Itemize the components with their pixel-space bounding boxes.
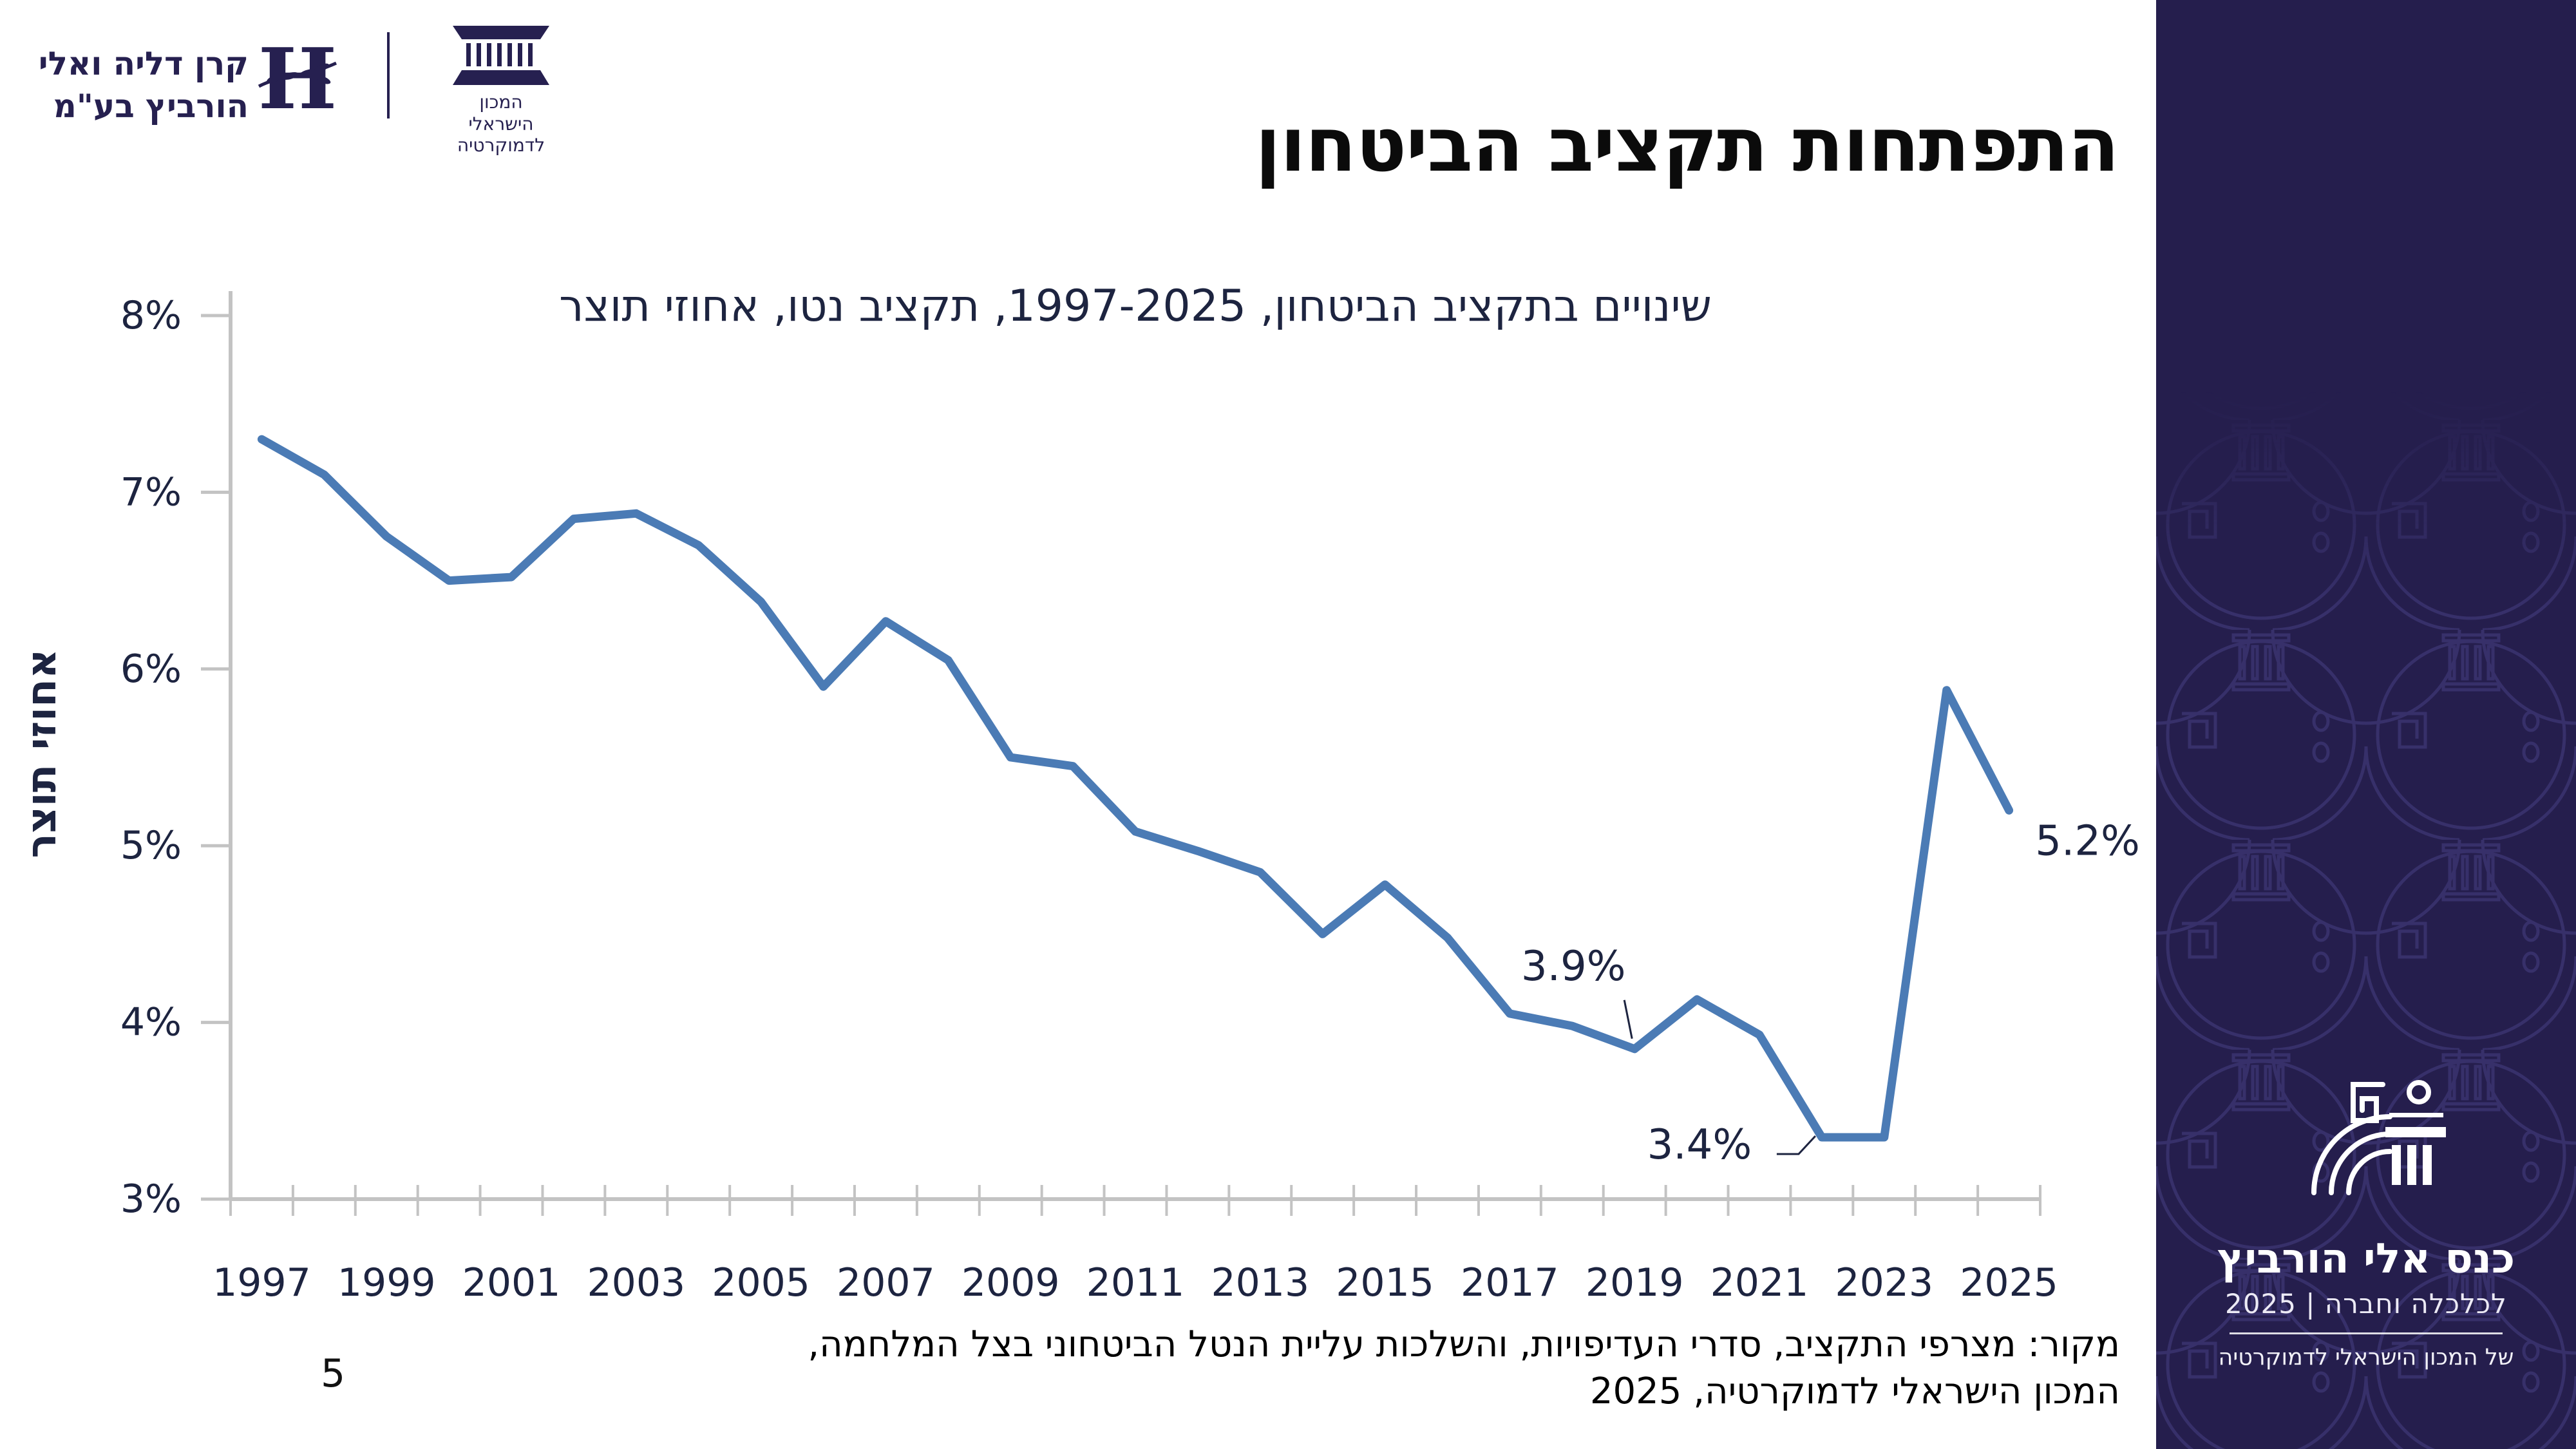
conference-subtitle: לכלכלה וחברה | 2025	[2225, 1288, 2507, 1320]
conference-emblem-icon	[2311, 1080, 2446, 1195]
page-title: התפתחות תקציב הביטחון	[1255, 102, 2119, 189]
hurvitz-h-monogram-icon: H	[258, 33, 337, 122]
y-tick-label: 3%	[120, 1177, 182, 1222]
x-tick-label: 2007	[837, 1260, 935, 1305]
idi-logo: המכון הישראלי לדמוקרטיה	[451, 26, 551, 156]
annotation-label: 3.4%	[1647, 1121, 1752, 1169]
foundation-logo-text: קרן דליה ואלי הורביץ בע"מ	[8, 43, 249, 128]
y-tick-label: 5%	[120, 823, 182, 868]
x-tick-label: 2013	[1211, 1260, 1309, 1305]
x-tick-label: 1997	[213, 1260, 311, 1305]
idi-column-icon	[453, 26, 549, 85]
conference-title: כנס אלי הורביץ	[2217, 1235, 2515, 1283]
source-note: מקור: מצרפי התקציב, סדרי העדיפויות, והשל…	[580, 1321, 2120, 1416]
conference-logo: כנס אלי הורביץ לכלכלה וחברה | 2025 של המ…	[2156, 1077, 2576, 1370]
x-tick-label: 2025	[1960, 1260, 2058, 1305]
chart-subtitle: שינויים בתקציב הביטחון, 1997-2025, תקציב…	[559, 281, 1712, 332]
emblem-maze-icon	[2351, 1082, 2385, 1123]
x-tick-label: 2011	[1086, 1260, 1185, 1305]
x-tick-label: 2019	[1586, 1260, 1684, 1305]
olive-branch-icon	[258, 61, 337, 88]
y-axis-title: אחוזי תוצר	[18, 649, 66, 858]
emblem-arc-inner	[2346, 1149, 2392, 1195]
annotation-label: 5.2%	[2035, 817, 2140, 865]
page-number: 5	[321, 1351, 346, 1396]
logo-divider	[387, 32, 390, 118]
foundation-logo-line2: הורביץ בע"מ	[53, 88, 249, 125]
y-tick-label: 4%	[120, 1000, 182, 1045]
x-tick-label: 2021	[1710, 1260, 1809, 1305]
x-tick-label: 2023	[1835, 1260, 1933, 1305]
annotation-label: 3.9%	[1521, 943, 1626, 990]
sidebar: כנס אלי הורביץ לכלכלה וחברה | 2025 של המ…	[2156, 0, 2576, 1449]
x-tick-label: 2001	[462, 1260, 561, 1305]
foundation-logo-line1: קרן דליה ואלי	[38, 45, 249, 82]
idi-logo-text: המכון הישראלי לדמוקרטיה	[451, 91, 551, 156]
y-tick-label: 8%	[120, 293, 182, 338]
conference-rule	[2230, 1332, 2503, 1334]
y-tick-label: 7%	[120, 469, 182, 515]
annotation-leader	[1776, 1135, 1816, 1155]
idi-logo-line1: המכון הישראלי	[468, 91, 534, 135]
defense-budget-line-chart: אחוזי תוצר 3% 4% 5% 6% 7% 8% 1997 1999 2001 2003 2…	[18, 291, 2140, 1305]
source-line1: מקור: מצרפי התקציב, סדרי העדיפויות, והשל…	[808, 1323, 2120, 1365]
x-tick-label: 2009	[961, 1260, 1060, 1305]
sidebar-pattern	[2156, 0, 2576, 1449]
source-line2: המכון הישראלי לדמוקרטיה, 2025	[1589, 1370, 2120, 1412]
x-tick-label: 2015	[1336, 1260, 1434, 1305]
emblem-arc-middle	[2329, 1132, 2392, 1195]
x-tick-label: 2005	[712, 1260, 810, 1305]
emblem-circle-icon	[2407, 1080, 2431, 1104]
x-tick-label: 2017	[1461, 1260, 1559, 1305]
idi-logo-line2: לדמוקרטיה	[457, 135, 545, 156]
y-tick-label: 6%	[120, 647, 182, 692]
x-tick-label: 1999	[337, 1260, 436, 1305]
budget-series-line	[257, 435, 2014, 1142]
annotation-leader	[1623, 999, 1633, 1039]
x-tick-label: 2003	[587, 1260, 685, 1305]
conference-institute: של המכון הישראלי לדמוקרטיה	[2218, 1345, 2514, 1370]
emblem-column-icon	[2385, 1113, 2446, 1185]
